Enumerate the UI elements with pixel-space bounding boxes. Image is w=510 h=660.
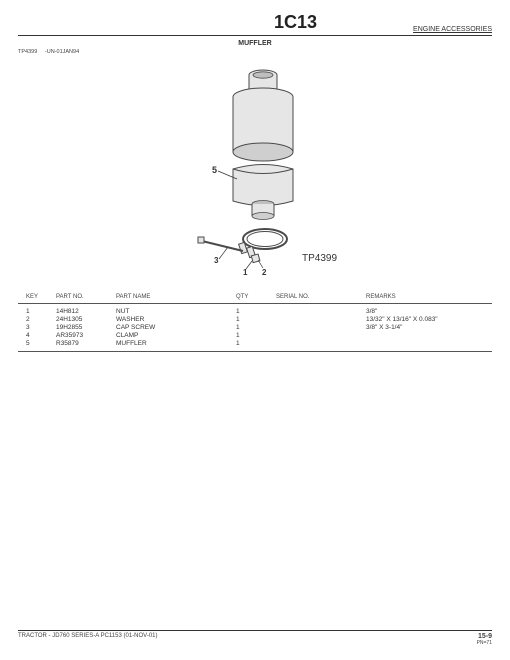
cell-partno: AR35973 — [56, 332, 116, 339]
cell-partname: CAP SCREW — [116, 324, 236, 331]
cell-partname: WASHER — [116, 316, 236, 323]
cell-serial — [276, 308, 366, 315]
col-key: KEY — [26, 294, 56, 300]
table-row: 4 AR35973 CLAMP 1 — [18, 331, 492, 339]
parts-table-header: KEY PART NO. PART NAME QTY SERIAL NO. RE… — [18, 291, 492, 304]
cell-remarks — [366, 340, 492, 347]
cell-qty: 1 — [236, 308, 276, 315]
cell-key: 1 — [26, 308, 56, 315]
section-title: ENGINE ACCESSORIES — [413, 26, 492, 33]
page-footer: TRACTOR - JD760 SERIES-A PC1153 (01-NOV-… — [18, 630, 492, 646]
reference-line: TP4399 -UN-01JAN94 — [18, 49, 492, 55]
cell-remarks: 3/8" — [366, 308, 492, 315]
cell-partno: 14H812 — [56, 308, 116, 315]
cell-partno: R35879 — [56, 340, 116, 347]
table-row: 1 14H812 NUT 1 3/8" — [18, 307, 492, 315]
cell-qty: 1 — [236, 340, 276, 347]
cell-remarks — [366, 332, 492, 339]
cell-key: 3 — [26, 324, 56, 331]
cell-key: 2 — [26, 316, 56, 323]
col-partno: PART NO. — [56, 294, 116, 300]
cell-remarks: 13/32" X 13/16" X 0.083" — [366, 316, 492, 323]
table-row: 5 R35879 MUFFLER 1 — [18, 339, 492, 347]
cell-partno: 24H1305 — [56, 316, 116, 323]
cell-qty: 1 — [236, 324, 276, 331]
cell-qty: 1 — [236, 332, 276, 339]
svg-text:3: 3 — [214, 256, 219, 265]
footer-left: TRACTOR - JD760 SERIES-A PC1153 (01-NOV-… — [18, 633, 158, 646]
svg-text:2: 2 — [262, 268, 267, 277]
cell-serial — [276, 316, 366, 323]
cell-key: 4 — [26, 332, 56, 339]
page-subtitle: MUFFLER — [18, 40, 492, 47]
diagram-label: TP4399 — [302, 253, 337, 264]
parts-table-body: 1 14H812 NUT 1 3/8" 2 24H1305 WASHER 1 1… — [18, 304, 492, 352]
col-remarks: REMARKS — [366, 294, 492, 300]
svg-text:5: 5 — [212, 165, 217, 175]
cell-partname: MUFFLER — [116, 340, 236, 347]
ref-id: TP4399 — [18, 49, 37, 55]
page-header: 1C13 ENGINE ACCESSORIES — [18, 12, 492, 36]
cell-key: 5 — [26, 340, 56, 347]
cell-remarks: 3/8" X 3-1/4" — [366, 324, 492, 331]
svg-text:1: 1 — [243, 268, 248, 277]
ref-date: -UN-01JAN94 — [45, 49, 79, 55]
col-serial: SERIAL NO. — [276, 294, 366, 300]
footer-sub: PN=71 — [477, 640, 492, 646]
col-partname: PART NAME — [116, 294, 236, 300]
cell-serial — [276, 324, 366, 331]
cell-serial — [276, 340, 366, 347]
cell-partname: CLAMP — [116, 332, 236, 339]
cell-serial — [276, 332, 366, 339]
cell-partname: NUT — [116, 308, 236, 315]
page-code: 1C13 — [178, 12, 413, 33]
cell-partno: 19H2855 — [56, 324, 116, 331]
footer-page: 15-9 — [477, 633, 492, 640]
cell-qty: 1 — [236, 316, 276, 323]
table-row: 2 24H1305 WASHER 1 13/32" X 13/16" X 0.0… — [18, 315, 492, 323]
table-row: 3 19H2855 CAP SCREW 1 3/8" X 3-1/4" — [18, 323, 492, 331]
exploded-diagram: 5 3 1 2 TP4399 — [18, 61, 492, 283]
col-qty: QTY — [236, 294, 276, 300]
